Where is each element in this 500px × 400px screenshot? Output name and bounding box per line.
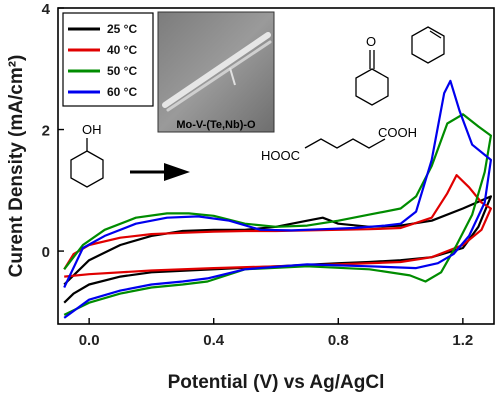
x-tick-label-0: 0.0 [79,332,100,349]
legend-label-2: 50 °C [107,64,137,78]
legend-label-0: 25 °C [107,22,137,36]
series-line-2 [63,113,492,316]
tick-layer: 0.0 0.4 0.8 1.2 0 2 4 [42,1,474,349]
y-axis-title: Curent Density (mA/cm²) [6,55,27,278]
sem-inset: Mo-V-(Te,Nb)-O [157,11,275,133]
x-tick-label-3: 1.2 [452,332,473,349]
sem-rod-shadow [166,40,272,112]
cyclohexanone-label: O [366,34,376,49]
cyclohexanol-ring [70,150,104,188]
sem-rod-branch [229,67,236,86]
cyclohexene-double-bond [429,30,442,39]
y-tick-label-2: 4 [42,1,51,18]
cyclohexanol-label: OH [82,122,102,137]
legend-items: 25 °C 40 °C 50 °C 60 °C [68,22,137,99]
reaction-scheme [70,26,445,188]
legend: 25 °C 40 °C 50 °C 60 °C [62,12,154,107]
x-tick-label-2: 0.8 [328,332,349,349]
y-tick-label-0: 0 [42,244,50,261]
legend-label-1: 40 °C [107,43,137,57]
adipic-acid-chain [304,138,386,149]
plot-frame [57,7,495,325]
series-line-0 [63,195,492,304]
x-tick-label-1: 0.4 [203,332,225,349]
cyclohexene-ring [411,26,445,64]
series-line-3 [63,79,492,319]
x-axis-title: Potential (V) vs Ag/AgCl [168,372,385,393]
y-tick-label-1: 2 [42,123,50,140]
legend-label-3: 60 °C [107,85,137,99]
series-layer [63,79,492,319]
reaction-arrow [130,163,190,181]
cyclohexanone-ring [355,68,389,106]
sem-caption: Mo-V-(Te,Nb)-O [176,119,256,131]
acid-right-label: COOH [378,125,417,140]
sem-rod [162,32,271,108]
acid-left-label: HOOC [261,148,300,163]
